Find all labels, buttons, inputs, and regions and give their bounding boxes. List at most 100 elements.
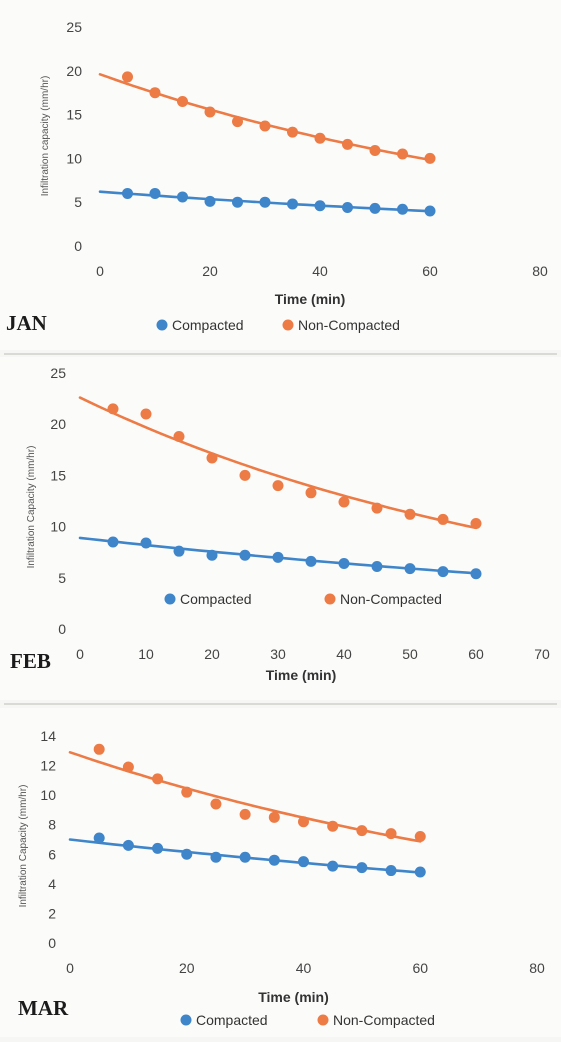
compacted-data-point — [327, 860, 339, 872]
legend-marker-compacted — [164, 593, 176, 605]
legend-marker-compacted — [180, 1014, 192, 1026]
x-tick-label: 40 — [312, 263, 328, 279]
y-tick-label: 8 — [48, 817, 56, 833]
compacted-data-point — [272, 551, 284, 563]
compacted-data-point — [397, 203, 408, 215]
legend-marker-non-compacted — [324, 593, 336, 605]
x-tick-label: 60 — [412, 960, 428, 976]
y-axis-title: Infiltration capacity (mm/hr) — [40, 76, 51, 197]
y-tick-label: 6 — [48, 846, 56, 862]
panel-divider — [4, 703, 557, 705]
compacted-data-point — [385, 865, 397, 877]
non-compacted-data-point — [149, 87, 161, 99]
non-compacted-data-point — [107, 403, 119, 415]
compacted-data-point — [93, 832, 105, 844]
y-tick-label: 5 — [58, 570, 66, 586]
compacted-data-point — [177, 191, 188, 203]
compacted-data-point — [173, 545, 185, 557]
x-tick-label: 10 — [138, 646, 154, 662]
x-tick-label: 20 — [179, 960, 195, 976]
panel-divider — [4, 353, 557, 355]
compacted-data-point — [371, 561, 383, 573]
non-compacted-data-point — [210, 798, 222, 810]
compacted-data-point — [204, 195, 216, 207]
y-tick-label: 20 — [50, 416, 66, 432]
y-axis-title: Infiltration Capacity (mm/hr) — [26, 446, 37, 569]
non-compacted-data-point — [181, 786, 193, 798]
non-compacted-data-point — [305, 487, 317, 499]
legend-marker-non-compacted — [282, 319, 294, 331]
compacted-data-point — [342, 201, 353, 213]
non-compacted-data-point — [287, 126, 298, 138]
compacted-data-point — [140, 537, 152, 549]
y-tick-label: 10 — [50, 519, 66, 535]
compacted-data-point — [239, 851, 251, 863]
compacted-data-point — [437, 566, 449, 578]
non-compacted-data-point — [369, 145, 381, 157]
chart-panel-feb: 0 5 10 15 20 25 0 10 20 30 40 50 60 70 Time (min) Infil… — [0, 357, 561, 700]
x-tick-label: 60 — [422, 263, 438, 279]
compacted-data-point — [287, 198, 298, 210]
legend-marker-non-compacted — [317, 1014, 329, 1026]
y-tick-label: 12 — [40, 758, 56, 774]
y-axis-title: Infiltration Capacity (mm/hr) — [18, 785, 29, 908]
non-compacted-trendline — [98, 73, 432, 162]
y-tick-label: 2 — [48, 905, 56, 921]
non-compacted-data-point — [338, 496, 350, 508]
non-compacted-data-point — [206, 452, 218, 464]
legend-label-compacted: Compacted — [180, 591, 252, 607]
non-compacted-data-point — [272, 480, 284, 492]
non-compacted-data-point — [122, 761, 134, 773]
chart-panel-mar: 0 2 4 6 8 10 12 14 0 20 40 60 80 Time (min) Infiltrati… — [0, 708, 561, 1037]
non-compacted-data-point — [314, 132, 326, 144]
x-tick-label: 20 — [204, 646, 220, 662]
non-compacted-data-point — [239, 808, 251, 820]
x-tick-label: 20 — [202, 263, 218, 279]
non-compacted-data-point — [239, 469, 251, 481]
y-tick-label: 15 — [50, 467, 66, 483]
compacted-data-point — [314, 200, 326, 212]
y-tick-label: 15 — [66, 107, 82, 123]
legend-label-compacted: Compacted — [196, 1012, 268, 1028]
y-tick-label: 0 — [74, 238, 82, 254]
compacted-data-point — [259, 196, 271, 208]
non-compacted-data-point — [140, 408, 152, 420]
x-tick-label: 40 — [336, 646, 352, 662]
x-tick-label: 30 — [270, 646, 286, 662]
non-compacted-data-point — [298, 816, 309, 828]
non-compacted-data-point — [424, 152, 436, 164]
legend-marker-compacted — [156, 319, 168, 331]
x-tick-label: 50 — [402, 646, 418, 662]
x-tick-label: 60 — [468, 646, 484, 662]
non-compacted-data-point — [259, 120, 271, 132]
non-compacted-data-point — [385, 828, 397, 840]
legend-label-non-compacted: Non-Compacted — [333, 1012, 435, 1028]
non-compacted-trendline — [68, 751, 422, 843]
y-tick-label: 14 — [40, 728, 56, 744]
compacted-data-point — [404, 563, 416, 575]
compacted-data-point — [149, 187, 161, 199]
x-tick-label: 0 — [76, 646, 84, 662]
x-axis-title: Time (min) — [266, 667, 337, 683]
y-tick-label: 20 — [66, 63, 82, 79]
chart-panel-jan: 0 5 10 15 20 25 0 20 40 60 80 Time (min) Infiltratio… — [0, 0, 561, 350]
x-tick-label: 70 — [534, 646, 550, 662]
x-tick-label: 80 — [529, 960, 545, 976]
compacted-data-point — [369, 202, 381, 214]
y-tick-label: 5 — [74, 194, 82, 210]
compacted-data-point — [181, 848, 193, 860]
non-compacted-data-point — [356, 825, 368, 837]
compacted-data-point — [356, 862, 368, 874]
compacted-data-point — [206, 549, 218, 561]
compacted-data-point — [239, 549, 251, 561]
non-compacted-data-point — [204, 106, 216, 118]
non-compacted-data-point — [404, 508, 416, 520]
compacted-data-point — [268, 854, 280, 866]
x-axis-title: Time (min) — [275, 291, 346, 307]
x-tick-label: 40 — [296, 960, 312, 976]
legend-label-non-compacted: Non-Compacted — [340, 591, 442, 607]
panel-month-label: JAN — [6, 311, 47, 335]
x-tick-label: 0 — [96, 263, 104, 279]
compacted-data-point — [414, 866, 426, 878]
y-tick-label: 25 — [50, 365, 66, 381]
